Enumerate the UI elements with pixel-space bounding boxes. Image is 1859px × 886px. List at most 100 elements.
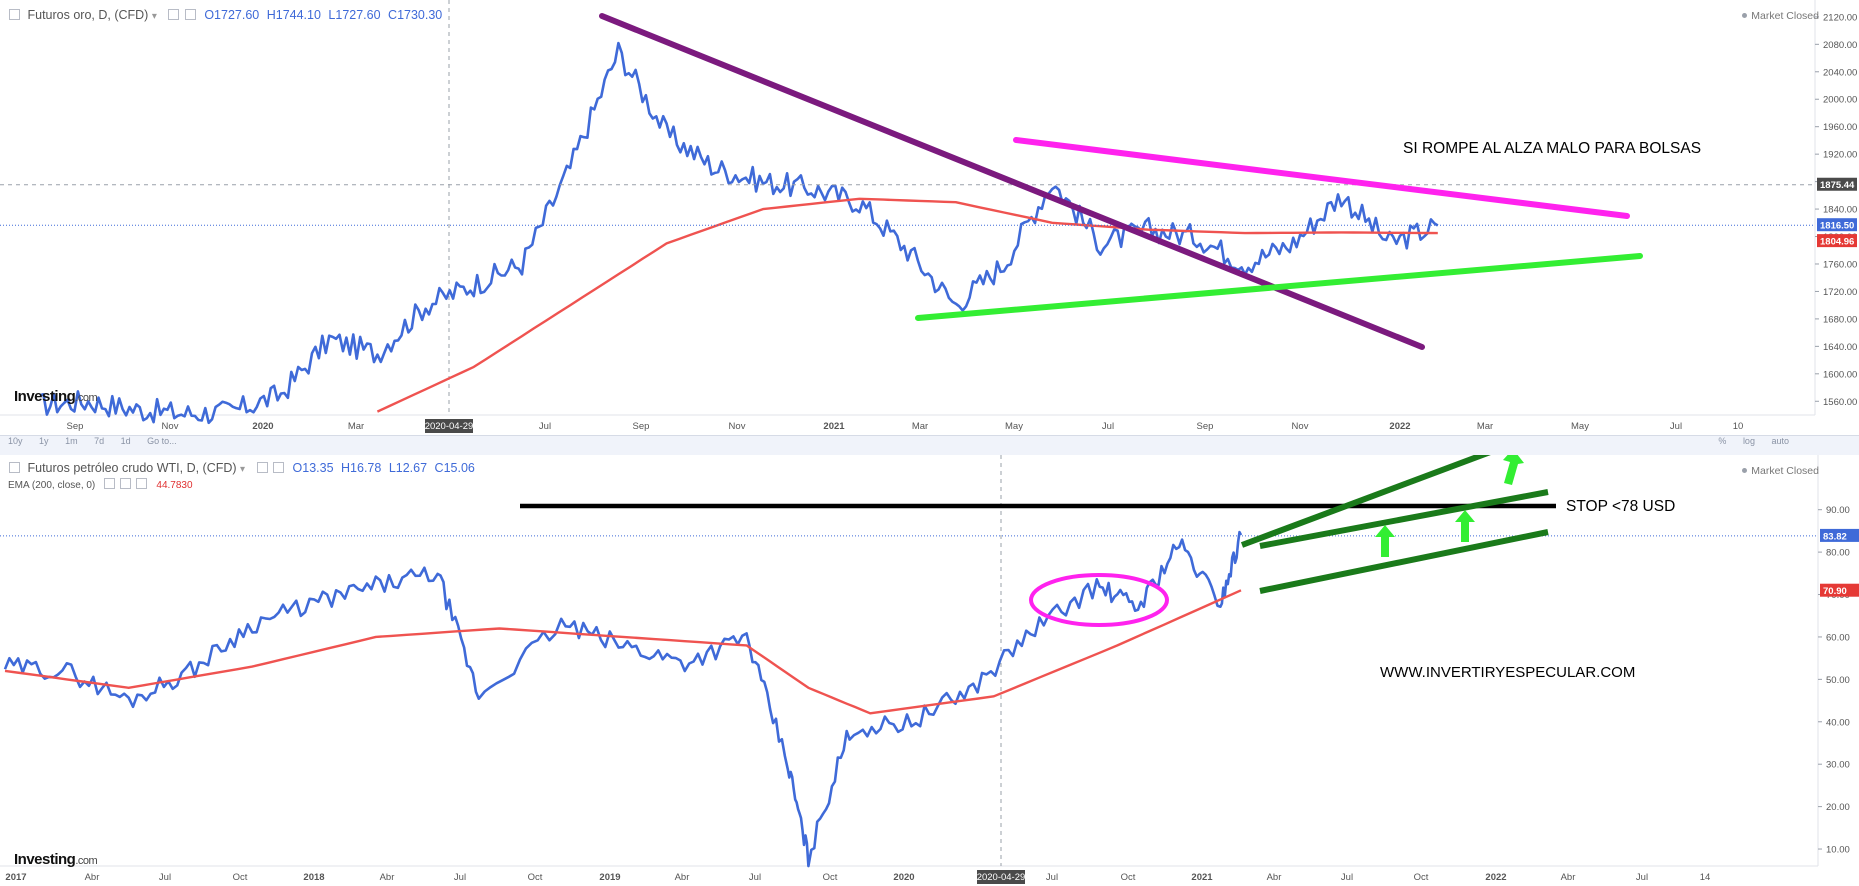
gold-title[interactable]: Futuros oro, D, (CFD) [27, 8, 149, 22]
x-tick-label: 2021 [823, 421, 845, 432]
green-up-arrow [1455, 510, 1475, 542]
x-cursor-label-bg [425, 419, 473, 433]
x-cursor-label-bg [977, 870, 1025, 884]
goto-button[interactable]: Go to... [147, 436, 177, 446]
x-tick-label: Jul [159, 872, 171, 883]
gold-low: L1727.60 [328, 8, 381, 22]
y-tick-label: 1600.00 [1823, 369, 1857, 380]
log-scale-button[interactable]: log [1742, 436, 1755, 446]
gold-chart-pane[interactable]: 1560.00 1600.00 1640.00 1680.00 1720.00 1760.… [0, 0, 1859, 435]
y-tick-label: 30.00 [1826, 760, 1850, 771]
x-tick-label: 2019 [599, 872, 620, 883]
oil-chart-svg[interactable]: 10.0020.0030.0040.0050.0060.0070.0080.00… [0, 455, 1859, 886]
x-tick-label: 2022 [1389, 421, 1410, 432]
ema-price-label: 1804.96 [1820, 237, 1854, 248]
logo-suffix: .com [75, 392, 98, 404]
x-tick-label: 2020 [893, 872, 914, 883]
green-channel-upper [1240, 455, 1491, 548]
x-tick-label: Nov [1292, 421, 1309, 432]
green-channel-mid [1259, 489, 1549, 549]
oil-open: O13.35 [292, 461, 334, 475]
x-cursor-label: 2020-04-29 [425, 421, 474, 432]
collapse-icon[interactable] [9, 9, 20, 20]
x-tick-label: 2018 [303, 872, 324, 883]
x-tick-label: Mar [1477, 421, 1493, 432]
x-tick-label: May [1571, 421, 1589, 432]
y-tick-label: 1560.00 [1823, 397, 1857, 408]
ema-close-icon[interactable] [135, 478, 147, 489]
timeframe-1y[interactable]: 1y [39, 436, 49, 446]
y-tick-label: 60.00 [1826, 632, 1850, 643]
y-tick-label: 90.00 [1826, 505, 1850, 516]
y-tick-label: 2040.00 [1823, 67, 1857, 78]
ema-eye-icon[interactable] [104, 478, 116, 489]
x-tick-label: Jul [454, 872, 466, 883]
last-price-label: 1816.50 [1820, 221, 1854, 232]
pane-divider[interactable] [0, 435, 1859, 457]
ema-series-line [4, 589, 1242, 715]
x-tick-label: Jul [1102, 421, 1114, 432]
x-tick-label: Sep [1197, 421, 1214, 432]
ema-series-line [376, 197, 1438, 413]
x-tick-label: Mar [348, 421, 364, 432]
green-support-line [915, 253, 1643, 321]
x-tick-label: Mar [912, 421, 928, 432]
timeframe-1m[interactable]: 1m [65, 436, 78, 446]
oil-legend: Futuros petróleo crudo WTI, D, (CFD) ▾ O… [8, 461, 475, 491]
price-series-line [39, 41, 1439, 425]
x-tick-label: Jul [539, 421, 551, 432]
x-tick-label: Nov [162, 421, 179, 432]
oil-chart-pane[interactable]: 10.0020.0030.0040.0050.0060.0070.0080.00… [0, 455, 1859, 886]
x-tick-label: 2017 [5, 872, 26, 883]
price-axis-bg [1818, 455, 1859, 886]
settings-icon[interactable] [168, 9, 180, 20]
hide-icon[interactable] [273, 462, 285, 473]
hline-price-bg [1817, 177, 1857, 191]
settings-icon[interactable] [256, 462, 268, 473]
last-price-bg [1817, 218, 1857, 232]
x-tick-label: Sep [633, 421, 650, 432]
x-tick-label: Sep [67, 421, 84, 432]
price-axis-bg [1815, 0, 1859, 435]
magenta-ellipse [1029, 573, 1169, 627]
timeframe-7d[interactable]: 7d [94, 436, 105, 446]
x-tick-label: Jul [749, 872, 761, 883]
investing-logo: Investing.com [14, 851, 98, 868]
ema-label: EMA (200, close, 0) [8, 480, 96, 491]
y-tick-label: 1840.00 [1823, 205, 1857, 216]
green-up-arrow-tilted [1503, 455, 1524, 485]
x-tick-label: Jul [1670, 421, 1682, 432]
timeframe-1d[interactable]: 1d [120, 436, 131, 446]
oil-title[interactable]: Futuros petróleo crudo WTI, D, (CFD) [27, 461, 237, 475]
x-tick-label: Oct [528, 872, 543, 883]
y-tick-label: 2120.00 [1823, 12, 1857, 23]
gold-chart-svg[interactable]: 1560.00 1600.00 1640.00 1680.00 1720.00 1760.… [0, 0, 1859, 435]
logo-text: Investing [14, 851, 76, 868]
y-tick-label: 2080.00 [1823, 40, 1857, 51]
percent-scale-button[interactable]: % [1718, 436, 1727, 446]
price-series-line [3, 530, 1243, 868]
x-tick-label: Oct [1121, 872, 1136, 883]
ema-settings-icon[interactable] [119, 478, 131, 489]
gold-market-status: Market Closed [1742, 10, 1819, 22]
magenta-trendline [1013, 137, 1630, 219]
y-tick-label: 10.00 [1826, 845, 1850, 856]
y-tick-label: 1920.00 [1823, 150, 1857, 161]
auto-scale-button[interactable]: auto [1771, 436, 1789, 446]
x-tick-label: 2022 [1485, 872, 1506, 883]
timeframe-10y[interactable]: 10y [8, 436, 23, 446]
oil-low: L12.67 [388, 461, 428, 475]
stop-annotation-text: STOP <78 USD [1566, 498, 1675, 515]
ema-legend[interactable]: EMA (200, close, 0) 44.7830 [8, 478, 475, 491]
dropdown-icon[interactable]: ▾ [240, 464, 246, 475]
collapse-icon[interactable] [9, 462, 20, 473]
x-tick-label: Abr [675, 872, 690, 883]
ema-price-bg [1817, 234, 1857, 248]
hide-icon[interactable] [184, 9, 196, 20]
gold-high: H1744.10 [266, 8, 321, 22]
oil-market-status: Market Closed [1742, 465, 1819, 477]
ema-price-label: 70.90 [1823, 586, 1847, 597]
y-tick-label: 1680.00 [1823, 314, 1857, 325]
y-tick-label: 2000.00 [1823, 95, 1857, 106]
dropdown-icon[interactable]: ▾ [151, 11, 157, 22]
